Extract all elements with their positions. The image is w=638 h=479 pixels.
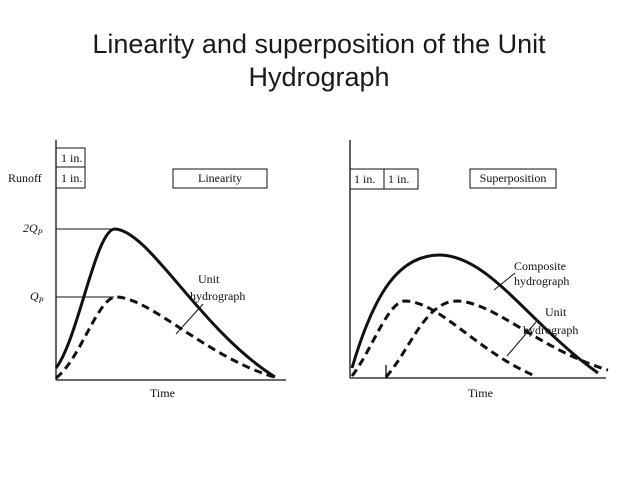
unit-annotation-line-2: hydrograph [190, 289, 245, 303]
linearity-panel: 1 in. 1 in. Runoff Linearity 2QP QP Unit… [8, 140, 286, 400]
second-unit-hydrograph-curve [384, 299, 609, 378]
composite-hydrograph-curve [350, 253, 599, 375]
linearity-box [172, 168, 268, 189]
unit-right-annotation-leader [506, 321, 537, 357]
left-rain-box-bottom-label: 1 in. [61, 171, 82, 185]
unit-right-annotation-line-1: Unit [545, 305, 567, 319]
slide-title: Linearity and superposition of the Unit … [0, 28, 638, 94]
composite-annotation-line-1: Composite [514, 259, 566, 273]
left-x-axis-label: Time [150, 386, 175, 400]
composite-annotation-leader [493, 272, 516, 291]
superposition-box-label: Superposition [480, 171, 547, 185]
right-rain-box-2 [383, 168, 419, 190]
double-hydrograph-curve [54, 227, 276, 379]
right-x-axis-label: Time [468, 386, 493, 400]
unit-annotation-leader [175, 303, 204, 335]
first-unit-hydrograph-curve [350, 299, 536, 378]
title-line-2: Hydrograph [248, 62, 390, 92]
unit-right-annotation-line-2: hydrograph [523, 323, 578, 337]
title-line-1: Linearity and superposition of the Unit [92, 29, 546, 59]
left-rain-box-bottom [55, 166, 86, 189]
tick-2qp: 2QP [23, 221, 43, 237]
right-rain-box-1-label: 1 in. [354, 172, 375, 186]
superposition-panel: 1 in. 1 in. Superposition Composite hydr… [349, 140, 609, 400]
composite-annotation-line-2: hydrograph [514, 274, 569, 288]
left-y-axis-label: Runoff [8, 171, 42, 185]
unit-annotation-line-1: Unit [198, 272, 220, 286]
linearity-box-label: Linearity [198, 171, 242, 185]
unit-hydrograph-curve [55, 295, 279, 380]
left-rain-box-top-label: 1 in. [61, 151, 82, 165]
superposition-box [469, 168, 557, 189]
tick-qp: QP [30, 289, 44, 305]
right-rain-box-2-label: 1 in. [388, 172, 409, 186]
